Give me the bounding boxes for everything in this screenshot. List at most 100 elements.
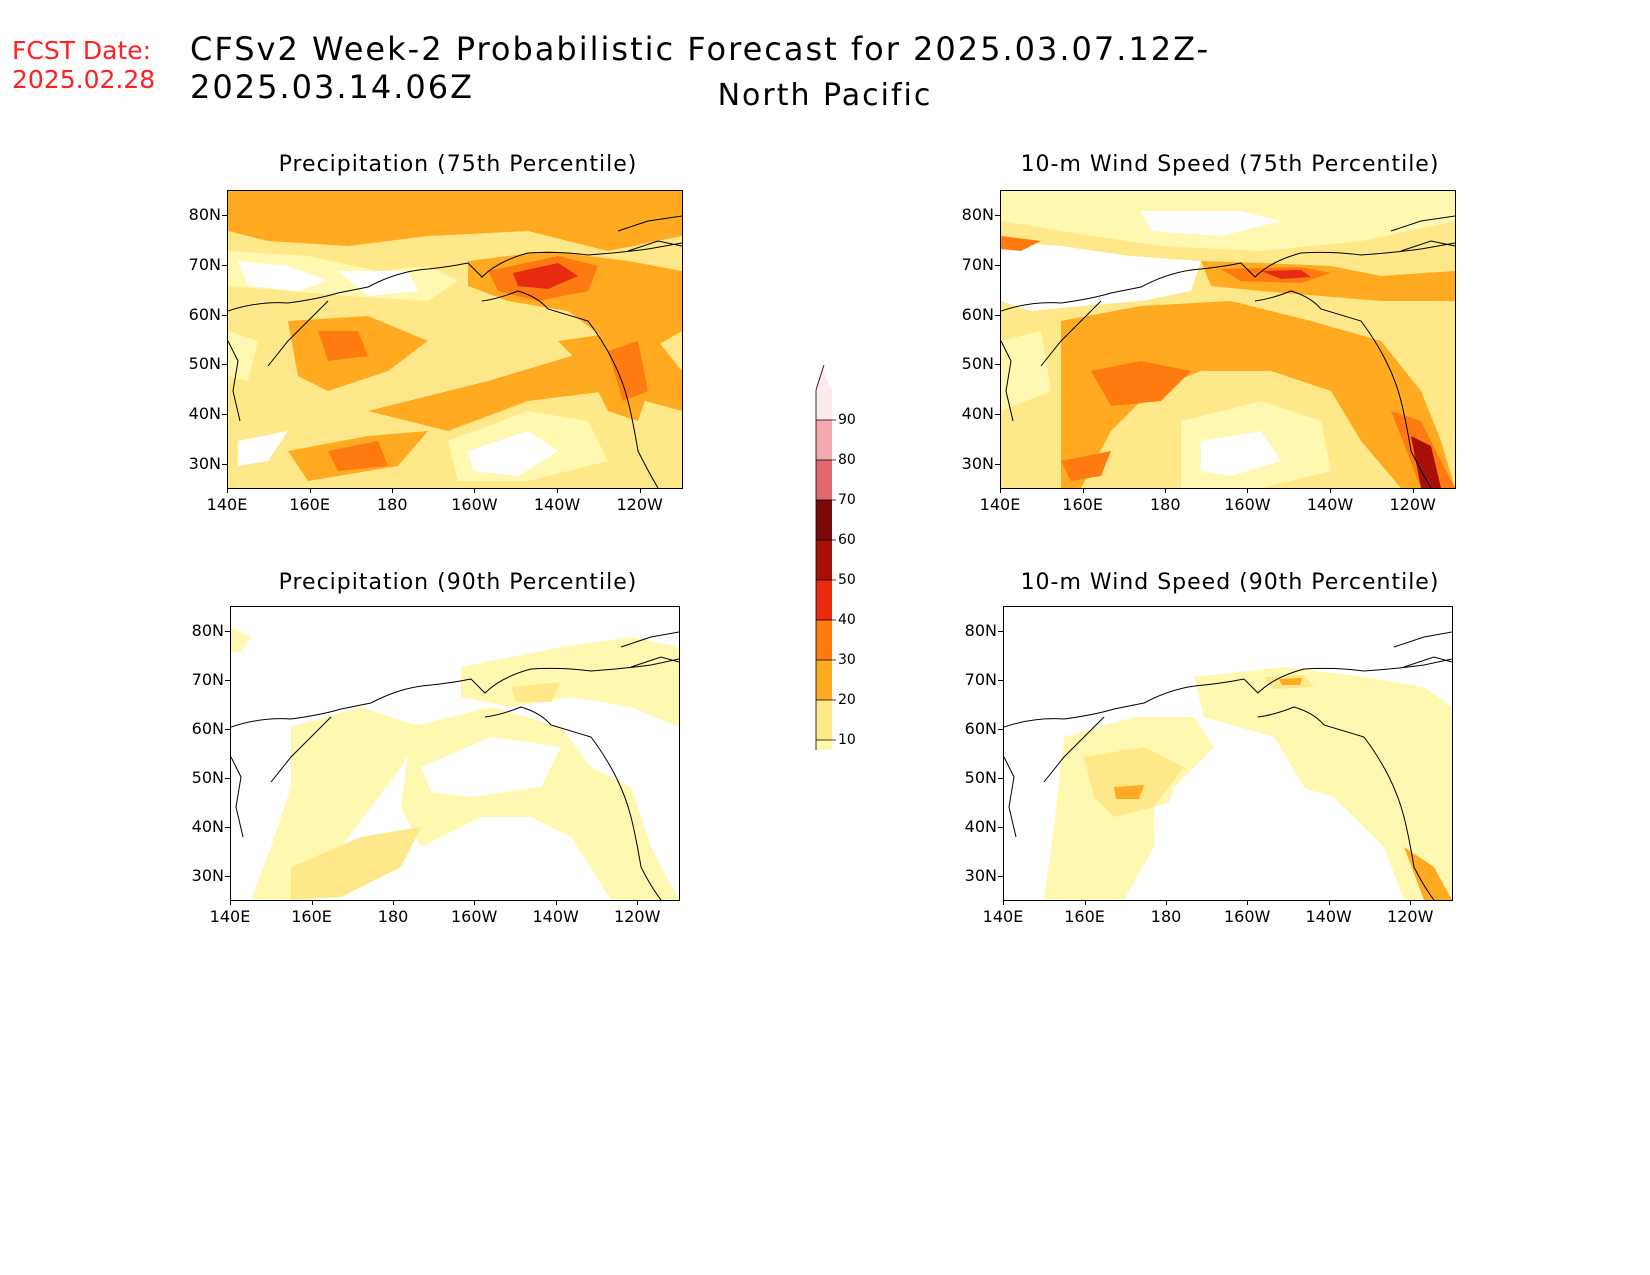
colorbar — [800, 330, 880, 801]
lat-label-wind75-2: 60N — [961, 304, 994, 324]
lat-tick-wind90-5 — [998, 876, 1003, 878]
panel-title-wind75: 10-m Wind Speed (75th Percentile) — [1020, 152, 1440, 177]
colorbar-graphic — [815, 364, 836, 801]
lat-label-wind90-3: 50N — [964, 767, 997, 787]
lon-label-precip75-5: 120W — [616, 495, 663, 514]
region-subtitle: North Pacific — [717, 78, 933, 113]
lat-label-precip75-1: 70N — [188, 254, 221, 274]
lon-tick-wind90-5 — [1410, 900, 1412, 905]
lat-tick-precip75-0 — [222, 215, 227, 217]
lon-label-precip90-1: 160E — [291, 907, 332, 926]
forecast-date-block: FCST Date: 2025.02.28 — [12, 36, 155, 94]
lon-label-wind75-4: 140W — [1306, 495, 1354, 514]
lat-label-wind90-2: 60N — [964, 719, 997, 739]
lon-tick-wind75-5 — [1412, 488, 1414, 493]
lat-label-wind90-0: 80N — [964, 620, 997, 640]
lon-tick-precip75-3 — [474, 488, 476, 493]
lon-tick-wind90-1 — [1084, 900, 1086, 905]
lat-tick-precip90-2 — [225, 729, 230, 731]
lon-tick-precip90-1 — [311, 900, 313, 905]
lon-tick-precip75-1 — [309, 488, 311, 493]
lat-label-precip90-1: 70N — [191, 669, 224, 689]
forecast-date-label: FCST Date: — [12, 36, 152, 65]
lon-label-wind90-3: 160W — [1223, 907, 1271, 926]
lon-tick-wind75-3 — [1247, 488, 1249, 493]
colorbar-label-3: 40 — [838, 612, 856, 628]
lat-tick-wind75-3 — [995, 364, 1000, 366]
lat-label-wind75-3: 50N — [961, 354, 994, 374]
colorbar-label-7: 80 — [838, 452, 856, 468]
colorbar-segment-5 — [816, 540, 832, 580]
lon-tick-wind90-2 — [1166, 900, 1168, 905]
lon-label-precip75-2: 180 — [376, 495, 408, 514]
panel-title-precip75: Precipitation (75th Percentile) — [278, 152, 638, 177]
lon-label-precip90-3: 160W — [450, 907, 498, 926]
lat-label-precip75-3: 50N — [188, 354, 221, 374]
colorbar-segment-0 — [816, 740, 832, 800]
lon-tick-wind90-4 — [1328, 900, 1330, 905]
lon-label-precip75-0: 140E — [206, 495, 248, 514]
lat-label-wind75-4: 40N — [961, 404, 994, 424]
lat-tick-precip90-3 — [225, 777, 230, 779]
colorbar-label-0: 10 — [838, 732, 856, 748]
lon-tick-precip75-4 — [557, 488, 559, 493]
lon-tick-precip75-5 — [639, 488, 641, 493]
lon-label-wind75-0: 140E — [979, 495, 1021, 514]
forecast-date-value: 2025.02.28 — [12, 65, 156, 94]
lon-tick-precip90-0 — [230, 900, 231, 905]
lon-label-wind90-5: 120W — [1387, 907, 1434, 926]
colorbar-segment-3 — [816, 620, 832, 660]
lon-tick-precip90-2 — [393, 900, 395, 905]
colorbar-label-5: 60 — [838, 532, 856, 548]
lat-tick-precip75-1 — [222, 264, 227, 266]
colorbar-label-6: 70 — [838, 492, 856, 508]
lon-tick-precip90-5 — [637, 900, 639, 905]
lat-tick-precip90-4 — [225, 827, 230, 829]
page-title: CFSv2 Week-2 Probabilistic Forecast for … — [190, 30, 1211, 106]
lat-label-precip90-0: 80N — [191, 620, 224, 640]
lon-label-precip90-2: 180 — [377, 907, 409, 926]
lon-label-precip90-5: 120W — [614, 907, 661, 926]
lon-tick-precip75-0 — [227, 488, 228, 493]
lat-label-precip90-3: 50N — [191, 767, 224, 787]
map-precip90 — [230, 606, 680, 901]
lon-label-wind90-2: 180 — [1150, 907, 1182, 926]
lat-tick-wind75-2 — [995, 314, 1000, 316]
lon-tick-precip75-2 — [392, 488, 394, 493]
panel-title-wind90: 10-m Wind Speed (90th Percentile) — [1020, 570, 1440, 595]
lat-tick-precip90-0 — [225, 630, 230, 632]
colorbar-label-2: 30 — [838, 652, 856, 668]
lon-tick-wind75-0 — [1000, 488, 1001, 493]
lat-tick-precip75-5 — [222, 463, 227, 465]
lat-tick-wind90-3 — [998, 777, 1003, 779]
map-precip75 — [227, 190, 683, 489]
colorbar-segment-1 — [816, 700, 832, 740]
lon-label-precip75-4: 140W — [533, 495, 581, 514]
lon-tick-wind75-4 — [1330, 488, 1332, 493]
lat-tick-wind75-4 — [995, 414, 1000, 416]
lat-label-precip90-4: 40N — [191, 817, 224, 837]
colorbar-segment-2 — [816, 660, 832, 700]
lat-label-precip75-4: 40N — [188, 404, 221, 424]
colorbar-segment-7 — [816, 460, 832, 500]
lat-label-wind75-5: 30N — [961, 453, 994, 473]
lon-label-precip75-1: 160E — [289, 495, 330, 514]
lon-tick-wind75-2 — [1165, 488, 1167, 493]
lat-tick-wind90-0 — [998, 630, 1003, 632]
lat-tick-precip75-2 — [222, 314, 227, 316]
lon-label-wind90-0: 140E — [982, 907, 1024, 926]
colorbar-label-8: 90 — [838, 412, 856, 428]
lat-tick-precip90-1 — [225, 679, 230, 681]
lat-label-wind90-4: 40N — [964, 817, 997, 837]
lat-tick-wind75-5 — [995, 463, 1000, 465]
lat-label-precip75-2: 60N — [188, 304, 221, 324]
lat-label-precip90-2: 60N — [191, 719, 224, 739]
lon-label-wind75-3: 160W — [1224, 495, 1271, 514]
lat-label-precip90-5: 30N — [191, 866, 224, 886]
colorbar-segment-9 — [816, 365, 832, 420]
panel-title-precip90: Precipitation (90th Percentile) — [278, 570, 638, 595]
lon-label-wind75-2: 180 — [1149, 495, 1181, 514]
lon-tick-wind75-1 — [1082, 488, 1084, 493]
colorbar-segment-8 — [816, 420, 832, 460]
lat-tick-wind90-4 — [998, 827, 1003, 829]
